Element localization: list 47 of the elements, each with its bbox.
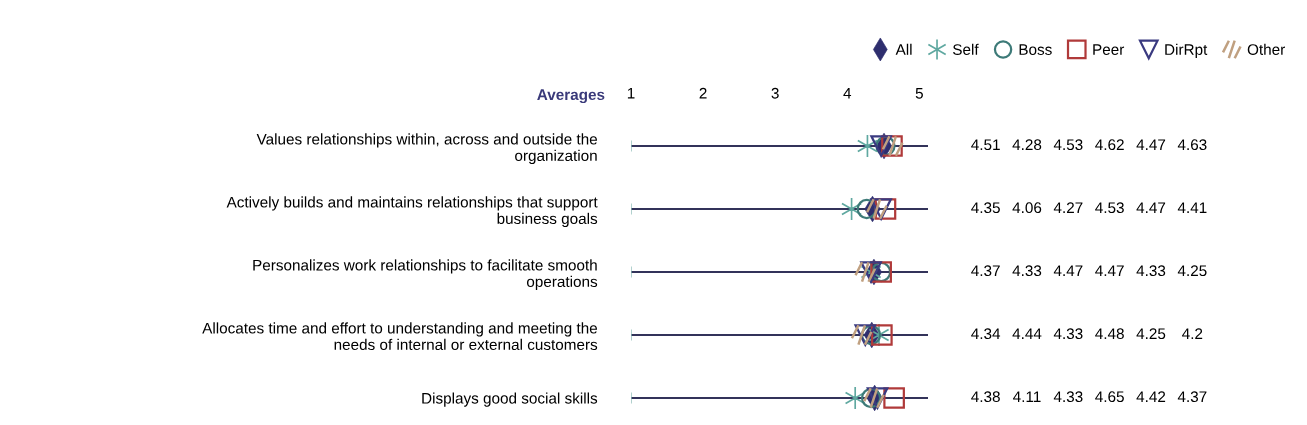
legend-label: Peer bbox=[1093, 44, 1125, 55]
data-label: 4.33 bbox=[1053, 328, 1083, 340]
data-label: 4.51 bbox=[971, 139, 1000, 151]
data-label: 4.25 bbox=[1136, 328, 1166, 340]
data-label: 4.47 bbox=[1136, 202, 1166, 213]
data-label: 4.42 bbox=[1136, 391, 1166, 402]
x-tick-label: 3 bbox=[771, 87, 779, 99]
data-label: 4.35 bbox=[971, 202, 1000, 214]
y-tick-label: Allocates time and effort to understanding and meeting the needs of internal or external customers bbox=[202, 322, 598, 351]
legend-label: Boss bbox=[1019, 44, 1052, 55]
data-label: 4.62 bbox=[1095, 139, 1124, 151]
x-tick-label: 1 bbox=[627, 87, 635, 99]
y-tick-label: Displays good social skills bbox=[422, 392, 598, 407]
legend-label: DirRpt bbox=[1165, 43, 1208, 58]
data-label: 4.38 bbox=[971, 391, 1000, 403]
data-label: 4.65 bbox=[1095, 391, 1124, 403]
data-label: 4.33 bbox=[1012, 265, 1042, 277]
data-label: 4.44 bbox=[1012, 328, 1042, 339]
y-tick-label: Personalizes work relationships to facilitate smooth operations bbox=[253, 259, 598, 291]
data-label: 4.34 bbox=[971, 328, 1001, 340]
x-tick-label: 4 bbox=[843, 87, 852, 99]
data-label: 4.37 bbox=[1177, 391, 1207, 403]
data-label: 4.41 bbox=[1177, 202, 1207, 213]
data-label: 4.53 bbox=[1053, 139, 1083, 151]
data-label: 4.11 bbox=[1013, 391, 1041, 402]
chart-title: Averages bbox=[537, 89, 605, 104]
legend-label: Other bbox=[1247, 43, 1285, 55]
data-label: 4.48 bbox=[1095, 328, 1124, 340]
data-label: 4.33 bbox=[1136, 265, 1166, 277]
x-tick-label: 5 bbox=[915, 87, 923, 99]
data-label: 4.47 bbox=[1053, 265, 1083, 276]
data-label: 4.28 bbox=[1012, 139, 1042, 151]
data-label: 4.06 bbox=[1012, 202, 1042, 214]
data-label: 4.63 bbox=[1177, 139, 1207, 151]
data-label: 4.27 bbox=[1053, 202, 1083, 213]
data-label: 4.47 bbox=[1095, 265, 1124, 276]
data-label: 4.47 bbox=[1136, 139, 1166, 150]
data-label: 4.53 bbox=[1095, 202, 1124, 214]
y-tick-label: Values relationships within, across and outside the organization bbox=[256, 133, 598, 165]
y-tick-label: Actively builds and maintains relationships that support business goals bbox=[226, 196, 598, 228]
data-label: 4.2 bbox=[1182, 328, 1203, 339]
x-tick-label: 2 bbox=[699, 87, 707, 99]
data-label: 4.25 bbox=[1177, 265, 1207, 277]
legend-label: All bbox=[895, 43, 912, 55]
data-label: 4.37 bbox=[971, 265, 1000, 277]
data-label: 4.33 bbox=[1053, 391, 1083, 403]
legend-label: Self bbox=[953, 43, 979, 55]
